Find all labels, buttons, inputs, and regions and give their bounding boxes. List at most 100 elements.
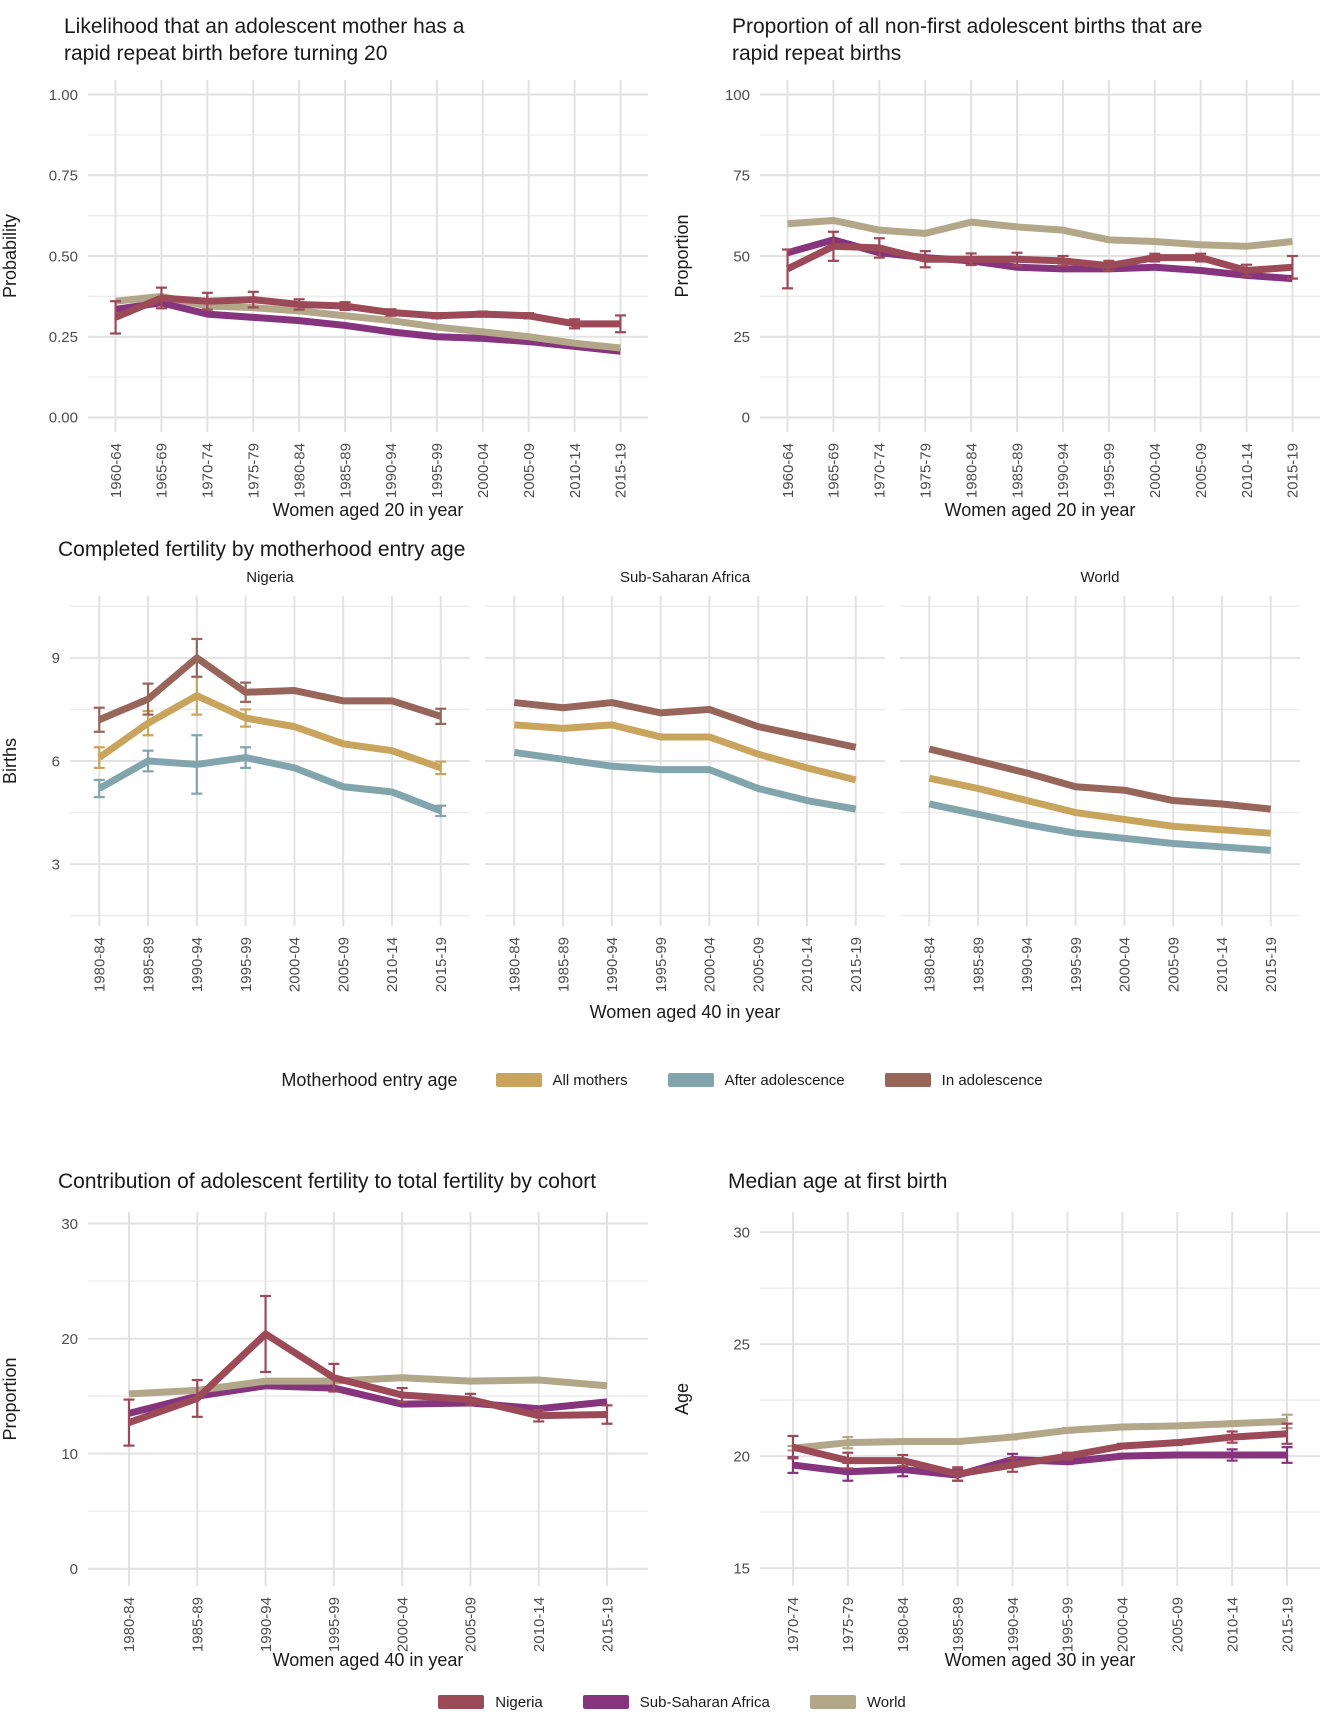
- y-tick-label: 50: [733, 248, 750, 265]
- x-tick-label: 1985-89: [337, 443, 354, 498]
- x-tick-label: 1990-94: [1019, 937, 1036, 992]
- legend-item-in-adolescence: In adolescence: [884, 1072, 1043, 1089]
- legend-swatch-nigeria: [438, 1695, 485, 1709]
- x-tick-label: 1990-94: [1055, 443, 1072, 498]
- x-tick-label: 1965-69: [154, 443, 171, 498]
- bottom-row: Contribution of adolescent fertility to …: [0, 1168, 1344, 1670]
- series-line-nigeria: [127, 1330, 608, 1426]
- x-tick-label: 1995-99: [1068, 937, 1085, 992]
- x-tick-label: 2000-04: [702, 937, 719, 992]
- x-tick-label: 1985-89: [190, 1597, 207, 1652]
- motherhood-legend-title: Motherhood entry age: [281, 1069, 458, 1090]
- legend-item-after-adolescence: After adolescence: [667, 1072, 845, 1089]
- rrb-proportion-chart: 1960-64 1965-69 1970-74 1975-79 1980-84 1985-…: [672, 80, 1320, 520]
- y-tick-label: 0.50: [49, 248, 78, 265]
- x-tick-label: 1985-89: [950, 1597, 967, 1652]
- x-tick-label: 1975-79: [245, 443, 262, 498]
- chart-title-line: Contribution of adolescent fertility to …: [58, 1170, 597, 1193]
- legend-swatch-after-adolescence: [667, 1073, 714, 1087]
- series-line-nigeria: [785, 242, 1293, 275]
- chart-title-line: Median age at first birth: [728, 1170, 948, 1193]
- x-tick-label: 1980-84: [507, 937, 524, 992]
- x-tick-label: 1990-94: [189, 937, 206, 992]
- x-tick-label: 2010-14: [1214, 937, 1231, 992]
- x-tick-label: 1975-79: [840, 1597, 857, 1652]
- legend-item-nigeria: Nigeria: [438, 1694, 543, 1711]
- x-tick-label: 2015-19: [613, 443, 630, 498]
- contribution-title: Contribution of adolescent fertility to …: [0, 1168, 672, 1202]
- axis-title-y: Proportion: [672, 214, 692, 297]
- y-tick-label: 75: [733, 168, 750, 185]
- series-line-after-adolescence: [513, 748, 857, 813]
- x-tick-label: 2010-14: [799, 937, 816, 992]
- series-line-in-adolescence: [97, 654, 442, 723]
- axis-title-x: Women aged 40 in year: [590, 1002, 781, 1022]
- axis-title-y: Probability: [0, 214, 20, 298]
- series-line-in-adolescence: [513, 699, 857, 751]
- x-tick-label: 2005-09: [1170, 1597, 1187, 1652]
- x-tick-label: 2005-09: [521, 443, 538, 498]
- y-tick-label: 25: [733, 1336, 750, 1353]
- x-tick-label: 2000-04: [1117, 937, 1134, 992]
- y-tick-label: 0.75: [49, 168, 78, 185]
- completed-fertility-chart: Nigeria 1980-84 1985-89 1990-94 1995-99 2000-…: [0, 569, 1300, 1022]
- axis-title-x: Women aged 30 in year: [945, 1650, 1136, 1670]
- y-tick-label: 9: [52, 650, 60, 667]
- series-line-sub-saharan-africa: [128, 1382, 608, 1417]
- series-line-nigeria: [114, 294, 621, 328]
- series-line-world: [792, 1417, 1288, 1452]
- y-tick-label: 15: [733, 1560, 750, 1577]
- x-tick-label: 2000-04: [287, 937, 304, 992]
- x-tick-label: 1980-84: [291, 443, 308, 498]
- legend-label: All mothers: [552, 1071, 628, 1089]
- legend-item-world: World: [809, 1694, 906, 1711]
- x-tick-label: 1970-74: [785, 1597, 802, 1652]
- x-tick-label: 2015-19: [433, 937, 450, 992]
- x-tick-label: 2005-09: [1193, 443, 1210, 498]
- contribution-section: Contribution of adolescent fertility to …: [0, 1168, 672, 1670]
- legend-swatch-all-mothers: [495, 1073, 542, 1087]
- x-tick-label: 1970-74: [200, 443, 217, 498]
- y-tick-label: 100: [725, 87, 750, 104]
- region-legend: Nigeria Sub-Saharan Africa World: [0, 1684, 1344, 1720]
- x-tick-label: 2015-19: [599, 1597, 616, 1652]
- rrb-proportion-section: Proportion of all non-first adolescent b…: [672, 0, 1344, 520]
- x-tick-label: 1995-99: [238, 937, 255, 992]
- series-line-in-adolescence: [928, 745, 1272, 813]
- axis-title-y: Births: [0, 738, 20, 784]
- x-tick-label: 2010-14: [384, 937, 401, 992]
- y-tick-label: 3: [52, 856, 60, 873]
- series-line-nigeria: [792, 1430, 1288, 1478]
- x-tick-label: 1995-99: [653, 937, 670, 992]
- x-tick-label: 1985-89: [555, 937, 572, 992]
- series-line-all-mothers: [97, 692, 442, 772]
- x-tick-label: 2005-09: [335, 937, 352, 992]
- x-tick-label: 1960-64: [108, 443, 125, 498]
- x-tick-label: 2015-19: [1279, 1597, 1296, 1652]
- x-tick-label: 1980-84: [922, 937, 939, 992]
- x-tick-label: 1980-84: [963, 443, 980, 498]
- facet-label: Nigeria: [246, 569, 294, 586]
- x-tick-label: 2005-09: [463, 1597, 480, 1652]
- series-line-after-adolescence: [97, 754, 442, 815]
- y-tick-label: 30: [733, 1224, 750, 1241]
- x-tick-label: 1975-79: [917, 443, 934, 498]
- x-tick-label: 2010-14: [567, 443, 584, 498]
- median-age-section: Median age at first birth 1970-74 1975-79…: [672, 1168, 1344, 1670]
- chart-title-line: rapid repeat birth before turning 20: [64, 42, 388, 65]
- completed-fertility-title: Completed fertility by motherhood entry …: [0, 520, 1344, 566]
- chart-title-line: Completed fertility by motherhood entry …: [58, 538, 466, 561]
- x-tick-label: 1980-84: [895, 1597, 912, 1652]
- rrb-proportion-title: Proportion of all non-first adolescent b…: [672, 0, 1344, 68]
- motherhood-legend: Motherhood entry age All mothers After a…: [0, 1062, 1344, 1098]
- legend-swatch-sub-saharan-africa: [582, 1695, 629, 1709]
- x-tick-label: 2000-04: [1115, 1597, 1132, 1652]
- x-tick-label: 1995-99: [326, 1597, 343, 1652]
- x-tick-label: 2005-09: [1165, 937, 1182, 992]
- y-tick-label: 20: [733, 1448, 750, 1465]
- y-tick-label: 30: [61, 1216, 78, 1233]
- x-tick-label: 2010-14: [531, 1597, 548, 1652]
- median-age-chart: 1970-74 1975-79 1980-84 1985-89 1990-94 1995-…: [672, 1212, 1320, 1670]
- y-tick-label: 0: [70, 1561, 78, 1578]
- x-tick-label: 2000-04: [475, 443, 492, 498]
